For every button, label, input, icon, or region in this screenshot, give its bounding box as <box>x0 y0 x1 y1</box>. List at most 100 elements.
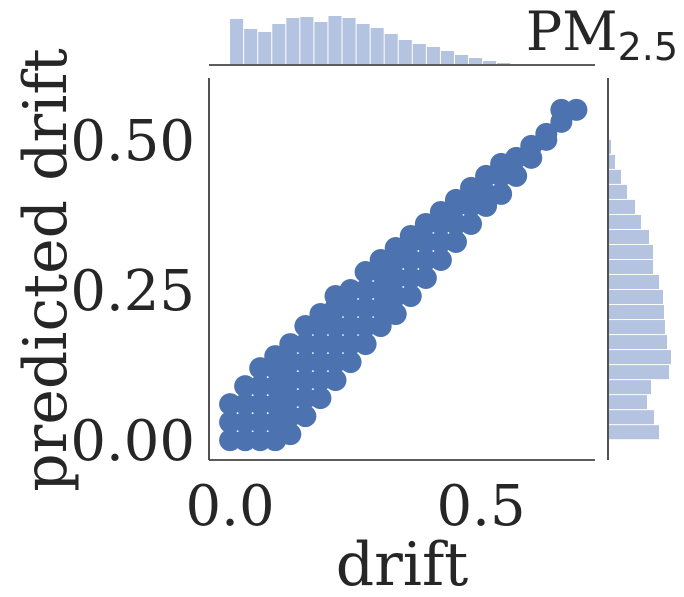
scatter-point <box>249 375 272 398</box>
top-hist-bar <box>483 61 497 64</box>
scatter-point <box>294 405 317 428</box>
scatter-point <box>339 279 362 302</box>
scatter-point <box>399 248 422 271</box>
right-hist-bar <box>609 410 654 425</box>
scatter-point <box>339 333 362 356</box>
scatter-point <box>354 315 377 338</box>
x-axis-label: drift <box>336 530 469 597</box>
scatter-point <box>309 369 332 392</box>
scatter-point <box>414 212 437 235</box>
y-tick-label: 0.50 <box>70 109 195 174</box>
scatter-point <box>279 405 302 428</box>
right-hist-bar <box>609 365 669 380</box>
top-hist-bar <box>314 22 328 64</box>
top-hist-bar <box>398 40 412 64</box>
top-hist-bar <box>384 34 398 64</box>
scatter-point <box>249 393 272 416</box>
scatter-point <box>324 333 347 356</box>
chart-title: PM2.5 <box>526 0 678 69</box>
right-hist-bar <box>609 380 651 395</box>
scatter-point <box>294 315 317 338</box>
right-hist-bar <box>609 214 641 229</box>
top-hist-bar <box>370 28 384 64</box>
scatter-point <box>234 393 257 416</box>
scatter-point <box>475 182 498 205</box>
scatter-point <box>219 411 242 434</box>
scatter-point <box>339 297 362 320</box>
scatter-point <box>279 351 302 374</box>
scatter-point <box>249 429 272 452</box>
scatter-point <box>354 333 377 356</box>
scatter-point <box>535 122 558 145</box>
scatter-point <box>384 303 407 326</box>
scatter-point <box>249 411 272 434</box>
right-hist-bar <box>609 395 647 410</box>
y-tick-label: 0.00 <box>70 409 195 474</box>
scatter-point <box>309 333 332 356</box>
scatter-point <box>399 285 422 308</box>
title-subscript: 2.5 <box>618 25 678 69</box>
scatter-point <box>234 411 257 434</box>
top-hist-bar <box>328 16 342 64</box>
right-hist-bar <box>609 199 635 214</box>
scatter-point <box>234 429 257 452</box>
scatter-point <box>294 387 317 410</box>
scatter-point <box>444 230 467 253</box>
scatter-point <box>429 230 452 253</box>
top-hist-bar <box>440 51 454 64</box>
top-hist-bar <box>426 47 440 64</box>
top-hist-bar <box>412 44 426 64</box>
scatter-point <box>444 212 467 235</box>
top-hist-bar <box>258 32 272 64</box>
scatter-point <box>354 297 377 320</box>
scatter-point <box>339 351 362 374</box>
scatter-point <box>309 351 332 374</box>
top-hist-bar <box>272 24 286 64</box>
right-hist-bar <box>609 169 621 184</box>
right-hist-bar <box>609 154 615 169</box>
scatter-point <box>324 351 347 374</box>
scatter-point <box>234 375 257 398</box>
scatter-point <box>219 393 242 416</box>
right-hist-bar <box>609 184 627 199</box>
scatter-point <box>565 98 588 121</box>
right-hist-bar <box>609 229 649 244</box>
scatter-point <box>339 315 362 338</box>
right-hist-bar <box>609 305 664 320</box>
top-hist-bar <box>497 63 511 64</box>
scatter-point <box>354 261 377 284</box>
top-hist-bar <box>230 19 244 64</box>
top-hist-bar <box>454 55 469 64</box>
right-hist-bar <box>609 244 653 259</box>
scatter-point <box>384 285 407 308</box>
scatter-point <box>249 357 272 380</box>
scatter-point <box>369 315 392 338</box>
right-hist-bar <box>609 350 671 365</box>
right-hist-bar <box>609 275 659 290</box>
top-hist-bar <box>286 18 300 64</box>
scatter-point <box>279 423 302 446</box>
scatter-point <box>460 212 483 235</box>
scatter-point <box>550 98 573 121</box>
scatter-point <box>369 248 392 271</box>
x-tick-label: 0.5 <box>437 474 526 539</box>
scatter-point <box>294 369 317 392</box>
scatter-point <box>475 164 498 187</box>
right-hist-bar <box>609 290 663 305</box>
x-tick-label: 0.0 <box>186 474 275 539</box>
scatter-point <box>219 429 242 452</box>
top-hist-bar <box>244 29 258 64</box>
top-hist-bar <box>469 58 483 64</box>
scatter-point <box>429 248 452 271</box>
scatter-point <box>399 267 422 290</box>
scatter-point <box>414 230 437 253</box>
scatter-point <box>294 333 317 356</box>
scatter-point <box>460 194 483 217</box>
top-hist-bar <box>356 24 370 64</box>
right-hist-bar <box>609 425 659 440</box>
scatter-point <box>490 182 513 205</box>
scatter-point <box>414 248 437 271</box>
scatter-point <box>279 369 302 392</box>
scatter-point <box>505 164 528 187</box>
